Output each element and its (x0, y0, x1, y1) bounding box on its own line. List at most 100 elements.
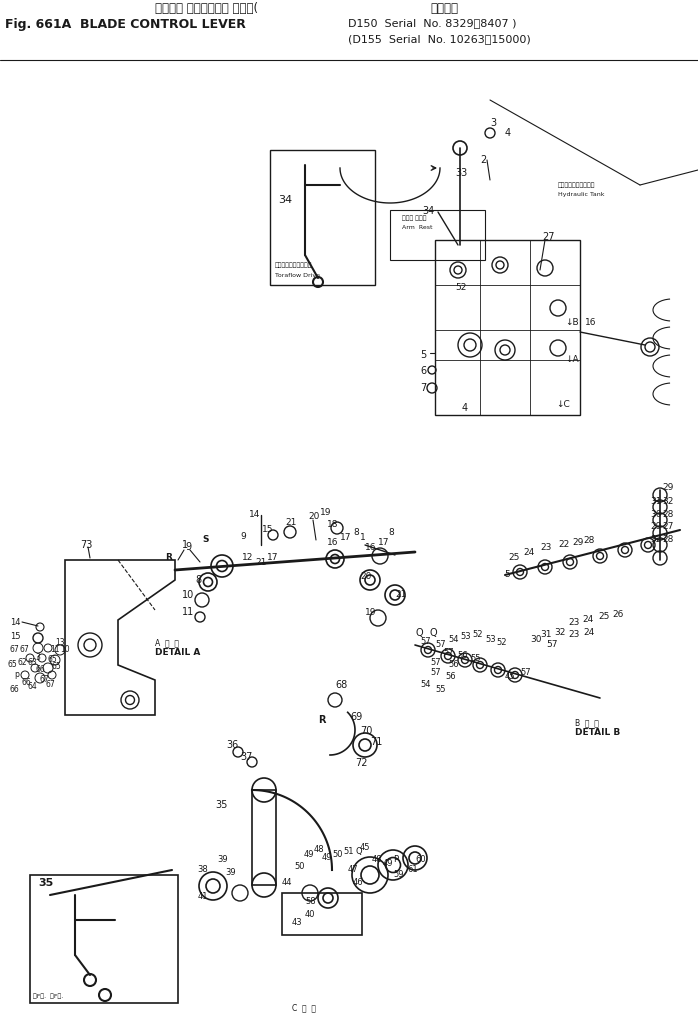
Text: 49: 49 (322, 853, 332, 862)
Text: 22: 22 (558, 540, 570, 549)
Text: 49: 49 (383, 859, 394, 868)
Text: 57: 57 (430, 658, 440, 667)
Text: 29: 29 (572, 538, 584, 547)
Text: 68: 68 (335, 680, 347, 690)
Text: 39: 39 (217, 855, 228, 864)
Text: Q: Q (416, 629, 424, 638)
Text: 5: 5 (504, 570, 510, 579)
Text: Fig. 661A  BLADE CONTROL LEVER: Fig. 661A BLADE CONTROL LEVER (5, 18, 246, 31)
Text: 67: 67 (10, 645, 20, 654)
Text: 20: 20 (360, 572, 371, 581)
Bar (252, 790, 276, 885)
Text: 3: 3 (490, 118, 496, 128)
Text: 16: 16 (585, 318, 597, 327)
Text: 56: 56 (448, 660, 459, 669)
Text: 56: 56 (445, 672, 456, 681)
Text: 59: 59 (393, 870, 403, 879)
Text: 14: 14 (249, 510, 260, 519)
Text: 19: 19 (365, 608, 376, 617)
Text: 45: 45 (360, 843, 371, 852)
Text: 56: 56 (457, 651, 468, 660)
Text: P: P (393, 855, 398, 864)
Text: ↓C: ↓C (556, 400, 570, 409)
Text: 73: 73 (80, 540, 92, 550)
Text: 31: 31 (540, 630, 551, 639)
Text: 70: 70 (360, 726, 372, 736)
Text: 54: 54 (448, 635, 459, 644)
Text: 24: 24 (583, 629, 594, 637)
Text: Q: Q (430, 629, 438, 638)
Text: 9: 9 (185, 542, 191, 552)
Text: Arm  Rest: Arm Rest (402, 225, 433, 230)
Text: D150  Serial  No. 8329～8407 ): D150 Serial No. 8329～8407 ) (348, 18, 517, 28)
Text: ↓B: ↓B (565, 318, 579, 327)
Bar (435, 240, 580, 415)
Polygon shape (65, 560, 175, 715)
Text: 30: 30 (530, 635, 542, 644)
Text: Hydraulic Tank: Hydraulic Tank (558, 192, 604, 197)
Text: ↓A: ↓A (565, 355, 579, 364)
Text: 50: 50 (332, 850, 343, 859)
Text: 34: 34 (422, 206, 434, 216)
Text: 25: 25 (508, 553, 519, 562)
Text: 8: 8 (353, 528, 359, 537)
Text: 60: 60 (415, 855, 426, 864)
Text: 72: 72 (355, 758, 368, 768)
Text: 17: 17 (340, 533, 352, 542)
Text: C  詳  絵: C 詳 絵 (292, 1003, 316, 1012)
Text: R: R (165, 553, 172, 562)
Text: 9: 9 (240, 532, 246, 541)
Text: 4: 4 (462, 403, 468, 413)
Text: 65: 65 (48, 655, 58, 664)
Text: 51: 51 (343, 847, 353, 856)
Text: 57: 57 (435, 640, 445, 649)
Text: 41: 41 (198, 892, 209, 901)
Text: 50: 50 (294, 862, 304, 871)
Text: 49: 49 (304, 850, 315, 859)
Text: B  詳  絵: B 詳 絵 (575, 718, 599, 727)
Text: 62: 62 (18, 658, 28, 667)
Text: p: p (14, 670, 19, 679)
Text: 21: 21 (255, 558, 267, 567)
Text: 52: 52 (455, 283, 466, 292)
Text: 53: 53 (485, 635, 496, 644)
Bar (270, 149, 375, 285)
Bar (390, 210, 485, 260)
Text: 29: 29 (662, 483, 674, 492)
Text: 31: 31 (650, 497, 662, 506)
Text: 23: 23 (568, 630, 579, 639)
Text: 20: 20 (308, 512, 320, 521)
Text: 61: 61 (407, 865, 417, 874)
Text: 19: 19 (320, 508, 332, 517)
Text: 55: 55 (470, 654, 480, 663)
Text: 18: 18 (327, 520, 339, 529)
Text: ブレード コントロール レバー(: ブレード コントロール レバー( (155, 2, 258, 15)
Text: 57: 57 (520, 668, 530, 677)
Text: 8: 8 (388, 528, 394, 537)
Text: 27: 27 (662, 522, 674, 531)
Text: 8: 8 (195, 575, 201, 585)
Text: 66: 66 (22, 678, 31, 687)
Text: 6: 6 (420, 366, 426, 376)
Text: 67: 67 (40, 675, 50, 684)
Text: 39: 39 (225, 868, 236, 877)
Text: 32: 32 (650, 535, 662, 544)
Text: アーム リスト: アーム リスト (402, 215, 426, 221)
Text: 65: 65 (52, 662, 61, 671)
Text: 2: 2 (480, 155, 487, 165)
Text: 69: 69 (350, 712, 362, 722)
Text: 48: 48 (372, 855, 383, 864)
Text: 32: 32 (662, 497, 674, 506)
Text: ムFン.  ムFン.: ムFン. ムFン. (33, 993, 64, 999)
Text: 57: 57 (430, 668, 440, 677)
Text: 24: 24 (582, 615, 593, 624)
Text: Q: Q (355, 847, 362, 856)
Text: 27: 27 (542, 232, 554, 242)
Text: 21: 21 (285, 518, 297, 527)
Text: 52: 52 (472, 630, 482, 639)
Text: 11: 11 (50, 645, 59, 654)
Text: 28: 28 (662, 535, 674, 544)
Text: 10: 10 (60, 645, 70, 654)
Text: 43: 43 (292, 918, 303, 928)
Text: A  詳  絵: A 詳 絵 (155, 638, 179, 647)
